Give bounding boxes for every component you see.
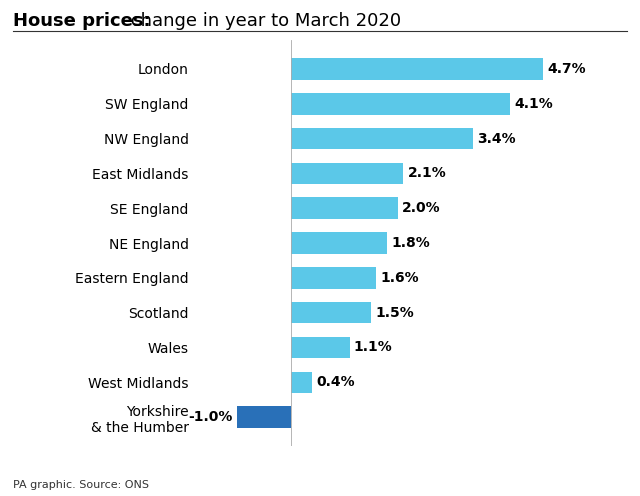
Bar <box>237 406 291 428</box>
Text: -1.0%: -1.0% <box>188 410 233 424</box>
Text: change in year to March 2020: change in year to March 2020 <box>125 12 401 30</box>
Text: 1.1%: 1.1% <box>354 340 392 355</box>
Text: 1.6%: 1.6% <box>381 271 419 285</box>
Bar <box>291 302 371 323</box>
Bar <box>291 267 376 289</box>
Bar <box>291 93 511 115</box>
Text: 1.5%: 1.5% <box>375 306 414 319</box>
Text: House prices:: House prices: <box>13 12 150 30</box>
Bar <box>291 197 398 219</box>
Bar <box>291 58 543 80</box>
Text: 1.8%: 1.8% <box>392 236 430 250</box>
Text: 4.1%: 4.1% <box>515 97 554 111</box>
Text: 2.1%: 2.1% <box>408 167 446 181</box>
Text: PA graphic. Source: ONS: PA graphic. Source: ONS <box>13 480 149 490</box>
Bar <box>291 128 473 149</box>
Bar <box>291 163 403 184</box>
Text: 0.4%: 0.4% <box>316 375 355 389</box>
Bar <box>291 337 349 358</box>
Text: 4.7%: 4.7% <box>547 62 586 76</box>
Text: 2.0%: 2.0% <box>402 201 441 215</box>
Text: 3.4%: 3.4% <box>477 131 516 146</box>
Bar <box>291 372 312 393</box>
Bar <box>291 232 387 254</box>
